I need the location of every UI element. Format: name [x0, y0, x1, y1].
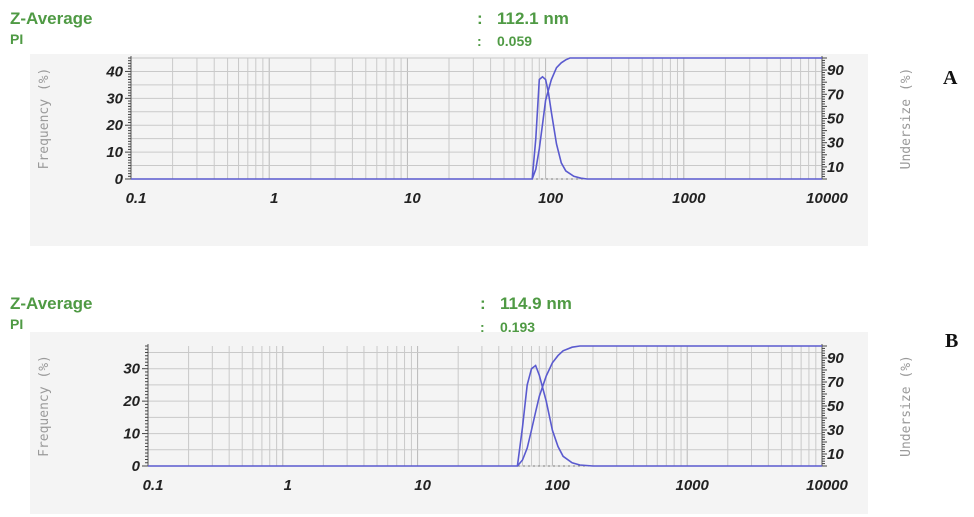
axes: [125, 56, 827, 180]
panel-letter: B: [945, 330, 959, 352]
panel-a: Z-Average PI : 112.1 nm : 0.059 A 0 10 20 3…: [10, 9, 958, 246]
y-tick-label: 0: [132, 458, 141, 475]
x-tick-label: 1000: [672, 190, 706, 207]
x-tick-label: 1: [284, 477, 292, 494]
y-tick-label: 20: [105, 117, 123, 134]
x-tick-label: 10: [414, 477, 431, 494]
x-tick-label: 10000: [806, 190, 848, 207]
pi-value: 0.059: [497, 33, 533, 49]
grid: [147, 346, 822, 467]
pi-label: PI: [10, 31, 24, 47]
z-average-label: Z-Average: [10, 294, 93, 313]
pi-label: PI: [10, 316, 24, 332]
plot-background: [30, 332, 868, 514]
y2-tick-label: 90: [827, 62, 844, 79]
y-tick-label: 20: [122, 393, 140, 410]
x-tick-label: 0.1: [126, 190, 147, 207]
y2-tick-label: 50: [827, 111, 844, 128]
y-axis-title: Frequency (%): [37, 355, 52, 457]
y2-axis-title: Undersize (%): [899, 68, 914, 170]
y-tick-label: 0: [115, 171, 124, 188]
y2-tick-label: 70: [827, 374, 844, 391]
x-tick-label: 1000: [676, 477, 710, 494]
frequency-curve: [148, 364, 822, 467]
y-tick-label: 30: [123, 361, 140, 378]
y2-tick-label: 30: [827, 422, 844, 439]
x-tick-label: 10000: [806, 477, 848, 494]
undersize-curve: [531, 57, 822, 180]
y2-axis-title: Undersize (%): [899, 355, 914, 457]
y2-tick-label: 10: [827, 159, 844, 176]
z-average-value: 112.1 nm: [497, 9, 569, 28]
z-average-value: 114.9 nm: [500, 294, 572, 313]
x-tick-label: 100: [545, 477, 571, 494]
pi-colon: :: [477, 33, 482, 49]
pi-colon: :: [480, 319, 485, 335]
x-tick-label: 10: [404, 190, 421, 207]
axes: [142, 344, 827, 467]
x-tick-label: 100: [538, 190, 564, 207]
y2-tick-label: 30: [827, 135, 844, 152]
grid: [130, 57, 822, 180]
z-average-label: Z-Average: [10, 9, 93, 28]
x-tick-label: 0.1: [143, 477, 164, 494]
z-average-colon: :: [477, 9, 483, 28]
chart-a: 0 10 20 30 40 10 30 50 70 90 0.1 1 10 100 1000 10000 Fre…: [37, 56, 914, 207]
y2-tick-label: 90: [827, 350, 844, 367]
y2-tick-label: 70: [827, 86, 844, 103]
pi-value: 0.193: [500, 319, 536, 335]
panel-letter: A: [943, 67, 958, 89]
frequency-curve: [131, 75, 822, 180]
y-tick-label: 10: [106, 144, 123, 161]
y-axis-title: Frequency (%): [37, 68, 52, 170]
panel-b: Z-Average PI : 114.9 nm : 0.193 B 0 10 20 3…: [0, 285, 974, 517]
y2-tick-label: 10: [827, 446, 844, 463]
x-tick-label: 1: [270, 190, 278, 207]
y2-tick-label: 50: [827, 398, 844, 415]
chart-b: 0 10 20 30 10 30 50 70 90 0.1 1 10 100 1000 10000 Frequ…: [37, 344, 914, 494]
y-tick-label: 30: [106, 90, 123, 107]
undersize-curve: [516, 345, 822, 467]
y-tick-label: 10: [123, 426, 140, 443]
y-tick-label: 40: [105, 63, 123, 80]
z-average-colon: :: [480, 294, 486, 313]
